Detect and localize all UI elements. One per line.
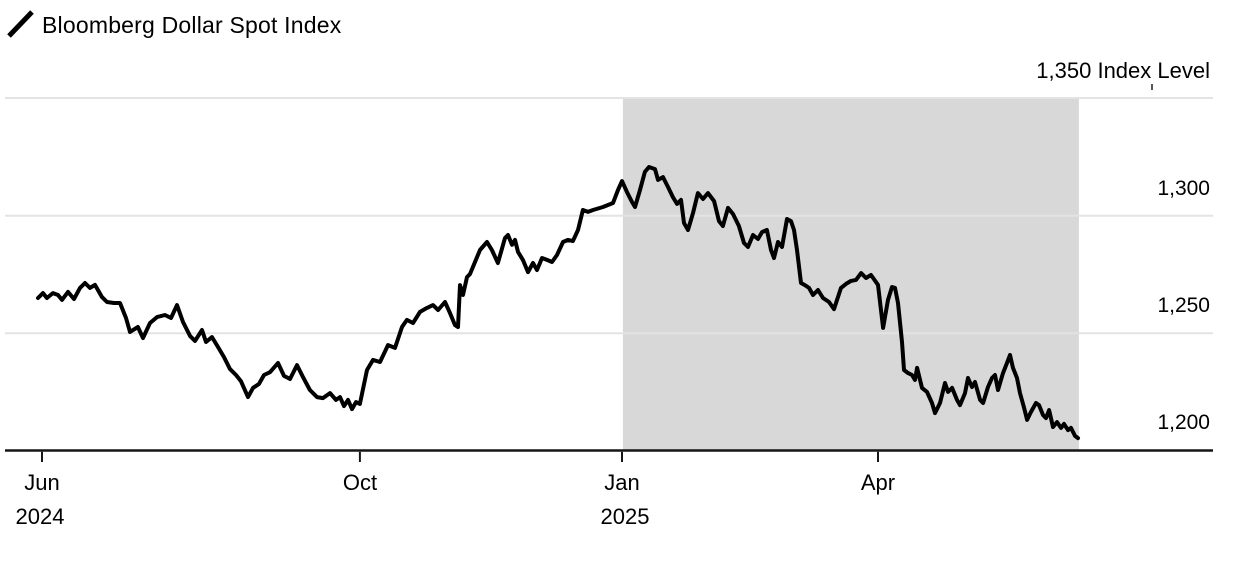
chart-header: Bloomberg Dollar Spot Index [0, 0, 1237, 48]
y-tick-label-1300: 1,300 [1157, 177, 1210, 200]
chart-title: Bloomberg Dollar Spot Index [42, 12, 342, 38]
x-tick-label-oct: Oct [342, 470, 378, 495]
y-axis-unit-label: 1,350 Index Level [1036, 58, 1210, 83]
series-line [36, 165, 1080, 441]
x-year-label-2024: 2024 [15, 504, 65, 529]
y-tick-label-1200: 1,200 [1157, 411, 1210, 434]
x-tick-label-apr: Apr [860, 470, 896, 495]
y-tick-label-1250: 1,250 [1157, 294, 1210, 317]
x-tick-label-jan: Jan [604, 470, 640, 495]
x-tick-label-jun: Jun [24, 470, 60, 495]
shaded-region [622, 99, 1079, 450]
x-year-label-2025: 2025 [600, 504, 650, 529]
series-line-swatch-icon [7, 10, 34, 38]
y-axis-unit-tick-mark [1151, 84, 1153, 90]
